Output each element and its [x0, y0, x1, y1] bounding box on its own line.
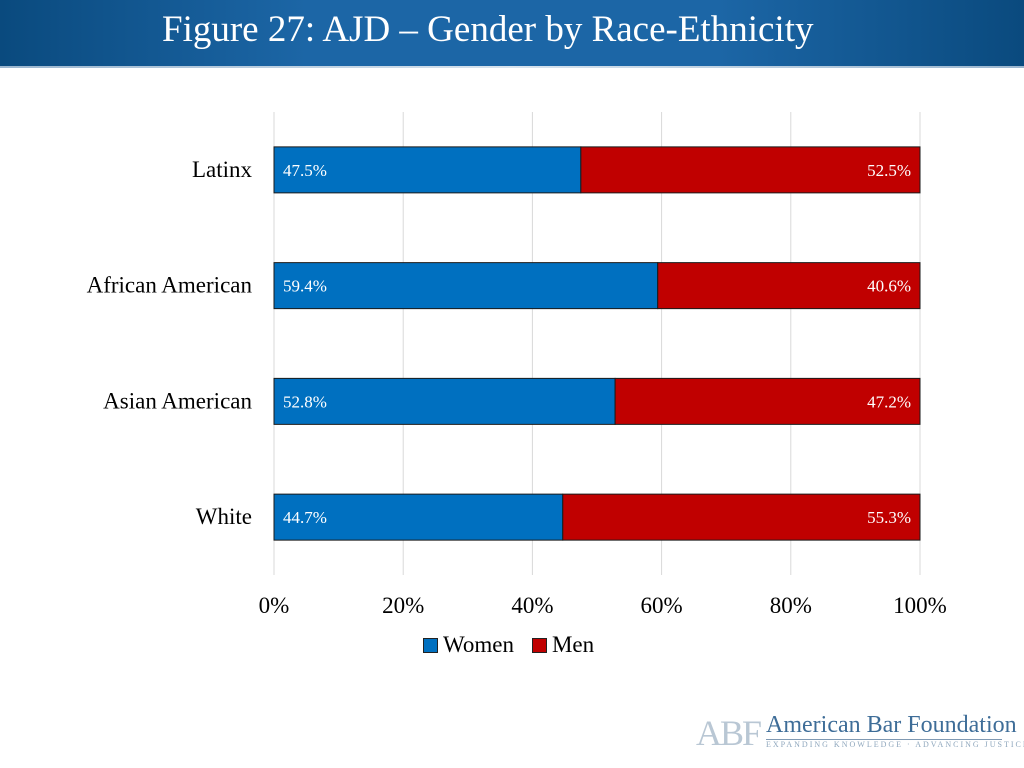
title-rule — [0, 66, 1024, 68]
data-label-women: 59.4% — [283, 277, 327, 296]
logo-tagline: EXPANDING KNOWLEDGE · ADVANCING JUSTICE — [766, 740, 1024, 749]
bar-women — [273, 146, 582, 194]
x-tick-label: 40% — [511, 593, 553, 618]
data-label-men: 40.6% — [867, 277, 911, 296]
title-banner: Figure 27: AJD – Gender by Race-Ethnicit… — [0, 0, 1024, 66]
data-label-men: 55.3% — [867, 508, 911, 527]
category-label: Asian American — [103, 388, 252, 413]
chart-legend: Women Men — [423, 632, 606, 658]
category-label: African American — [87, 273, 253, 298]
bar-women — [273, 493, 564, 541]
legend-item-men: Men — [531, 632, 595, 658]
legend-label-women: Women — [443, 632, 514, 657]
x-tick-label: 20% — [382, 593, 424, 618]
bar-women — [273, 262, 659, 310]
data-label-men: 52.5% — [867, 161, 911, 180]
stacked-bar-chart: 0% 20% 40% 60% 80% 100% 47.5% 52.5% Latinx 59.4% 4… — [87, 112, 947, 618]
bar-men — [580, 146, 921, 194]
x-tick-label: 0% — [259, 593, 290, 618]
x-tick-label: 100% — [893, 593, 947, 618]
bar-men — [614, 377, 921, 425]
legend-swatch-women — [423, 637, 438, 653]
logo-mark: ABF — [696, 713, 762, 753]
data-label-women: 47.5% — [283, 161, 327, 180]
legend-item-women: Women — [423, 632, 514, 658]
category-label: White — [196, 504, 252, 529]
data-label-women: 52.8% — [283, 392, 327, 411]
category-label: Latinx — [192, 157, 253, 182]
logo-name: American Bar Foundation — [766, 712, 1017, 738]
abf-logo: ABF American Bar Foundation EXPANDING KN… — [696, 712, 1024, 753]
logo-rule — [766, 739, 1002, 740]
bar-men — [657, 262, 921, 310]
legend-swatch-men — [531, 637, 547, 653]
data-label-women: 44.7% — [283, 508, 327, 527]
x-tick-label: 60% — [641, 593, 683, 618]
x-tick-label: 80% — [770, 593, 812, 618]
legend-label-men: Men — [551, 632, 595, 657]
bar-men — [562, 493, 921, 541]
page-title: Figure 27: AJD – Gender by Race-Ethnicit… — [162, 9, 814, 50]
data-label-men: 47.2% — [867, 392, 911, 411]
